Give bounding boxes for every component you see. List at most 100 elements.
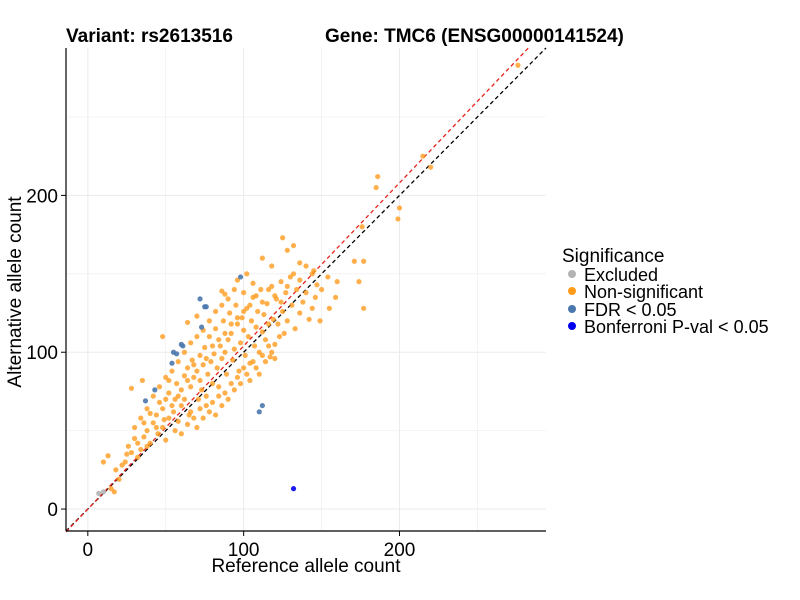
point-non-significant-22: [244, 271, 250, 277]
point-non-significant-9: [351, 258, 357, 264]
y-tick-label-0: 0: [47, 500, 58, 521]
point-non-significant-171: [144, 406, 150, 412]
point-non-significant-31: [128, 385, 135, 391]
point-non-significant-158: [241, 365, 247, 371]
point-non-significant-207: [228, 321, 234, 327]
point-non-significant-23: [269, 263, 275, 269]
point-non-significant-153: [225, 396, 231, 402]
point-non-significant-183: [219, 302, 225, 308]
point-non-significant-37: [111, 489, 117, 495]
point-non-significant-208: [234, 315, 241, 321]
point-non-significant-167: [269, 349, 275, 355]
point-non-significant-187: [250, 280, 256, 286]
title-variant: Variant: rs2613516: [66, 26, 233, 47]
legend-label-non-significant: Non-significant: [584, 282, 703, 302]
point-non-significant-215: [278, 299, 284, 305]
point-non-significant-209: [241, 308, 247, 315]
point-non-significant-205: [216, 337, 222, 343]
x-tick-label-200: 200: [384, 540, 416, 561]
point-non-significant-48: [170, 409, 177, 415]
point-non-significant-57: [191, 374, 197, 380]
point-non-significant-95: [251, 343, 258, 349]
point-fdr-0-05-0: [237, 274, 244, 280]
identity-line: [65, 47, 547, 532]
point-non-significant-165: [262, 359, 269, 365]
point-non-significant-177: [181, 349, 188, 355]
point-non-significant-15: [290, 242, 297, 249]
point-non-significant-84: [234, 321, 241, 327]
point-non-significant-162: [253, 365, 259, 371]
point-non-significant-96: [253, 324, 259, 330]
point-non-significant-63: [202, 344, 208, 351]
point-non-significant-102: [262, 337, 269, 343]
point-non-significant-12: [325, 274, 331, 280]
point-non-significant-100: [259, 329, 265, 335]
point-non-significant-73: [217, 343, 223, 349]
point-non-significant-125: [309, 305, 315, 311]
point-non-significant-7: [359, 224, 365, 230]
point-non-significant-82: [231, 346, 237, 352]
point-non-significant-184: [225, 296, 231, 302]
point-non-significant-38: [116, 476, 122, 482]
point-non-significant-213: [265, 286, 272, 293]
point-fdr-0-05-1: [197, 296, 203, 302]
point-non-significant-123: [303, 290, 309, 296]
point-non-significant-43: [150, 420, 156, 426]
point-non-significant-142: [191, 415, 197, 421]
point-non-significant-132: [160, 424, 166, 431]
point-non-significant-185: [231, 286, 237, 293]
point-non-significant-80: [228, 330, 234, 337]
legend-swatch-excluded: [568, 270, 576, 278]
point-non-significant-17: [284, 247, 290, 253]
point-non-significant-151: [219, 402, 225, 409]
point-fdr-0-05-9: [169, 360, 175, 366]
point-non-significant-33: [100, 459, 107, 465]
point-non-significant-115: [283, 290, 289, 296]
point-non-significant-49: [174, 380, 180, 387]
point-non-significant-72: [216, 393, 222, 399]
point-non-significant-196: [160, 406, 166, 412]
point-non-significant-41: [135, 454, 141, 460]
point-non-significant-121: [297, 310, 303, 316]
point-non-significant-8: [361, 258, 367, 264]
point-non-significant-206: [222, 330, 228, 337]
point-non-significant-46: [163, 396, 169, 402]
point-non-significant-1: [420, 153, 426, 159]
point-non-significant-222: [326, 305, 332, 311]
point-non-significant-10: [361, 305, 367, 311]
legend-label-fdr: FDR < 0.05: [584, 300, 677, 320]
legend-swatch-non-significant: [568, 287, 576, 295]
point-non-significant-5: [396, 205, 403, 211]
point-non-significant-178: [188, 340, 194, 346]
y-axis-label: Alternative allele count: [5, 196, 26, 388]
point-non-significant-170: [138, 415, 144, 421]
point-non-significant-29: [160, 333, 166, 340]
point-non-significant-0: [515, 62, 521, 68]
point-non-significant-186: [241, 290, 247, 296]
point-non-significant-146: [203, 393, 209, 399]
point-non-significant-77: [223, 371, 230, 377]
point-non-significant-40: [131, 435, 138, 442]
point-non-significant-148: [209, 399, 216, 406]
point-non-significant-202: [197, 377, 203, 384]
point-non-significant-169: [131, 424, 138, 431]
point-non-significant-160: [247, 377, 253, 384]
point-non-significant-214: [272, 293, 278, 299]
point-non-significant-131: [156, 399, 163, 406]
point-non-significant-67: [208, 359, 214, 365]
point-non-significant-198: [172, 396, 178, 402]
point-non-significant-114: [281, 330, 287, 337]
point-non-significant-116: [284, 318, 290, 324]
x-axis-label: Reference allele count: [211, 556, 401, 577]
point-non-significant-74: [219, 355, 225, 362]
title-gene: Gene: TMC6 (ENSG00000141524): [325, 26, 624, 47]
point-non-significant-103: [264, 301, 270, 307]
point-non-significant-203: [203, 355, 209, 362]
point-non-significant-150: [216, 384, 222, 390]
point-non-significant-210: [247, 302, 253, 308]
point-non-significant-69: [211, 351, 217, 357]
grid: [66, 48, 546, 531]
point-non-significant-179: [194, 333, 200, 340]
point-non-significant-70: [213, 326, 219, 332]
point-non-significant-113: [280, 308, 286, 315]
